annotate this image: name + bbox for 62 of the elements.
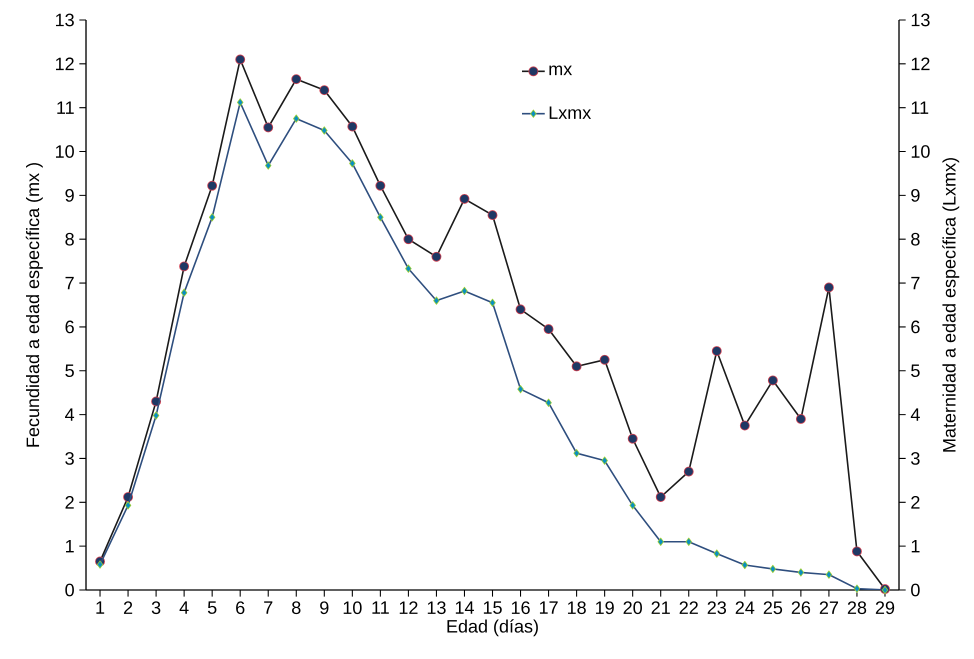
x-tick-label: 17 — [540, 601, 558, 614]
y-tick-label: 7 — [66, 276, 74, 290]
y-tick-label: 12 — [56, 58, 74, 70]
y2-tick-label: 5 — [911, 364, 920, 378]
x-tick-label: 12 — [400, 601, 418, 614]
y-tick-label: 6 — [66, 320, 74, 334]
x-tick-label: 20 — [624, 601, 642, 614]
x-tick-label: 27 — [820, 601, 838, 614]
x-tick-label: 26 — [792, 601, 810, 614]
y-tick-label: 13 — [56, 14, 74, 26]
y-tick-label: 0 — [65, 584, 74, 596]
y-tick-label: 11 — [57, 101, 74, 114]
y2-tick-label: 6 — [911, 320, 920, 334]
x-tick-label: 19 — [596, 601, 614, 614]
y-axis-title: Fecundidad a edad específica (mx ) — [26, 163, 43, 447]
y2-tick-label: 12 — [912, 58, 930, 70]
y-tick-label: 9 — [65, 189, 74, 202]
x-tick-label: 16 — [512, 601, 530, 614]
y-tick-label: 3 — [65, 452, 74, 465]
x-tick-label: 3 — [152, 601, 160, 614]
x-tick-label: 8 — [292, 601, 300, 614]
y-tick-label: 1 — [66, 540, 74, 552]
y2-tick-label: 7 — [911, 276, 920, 290]
y2-tick-label: 10 — [912, 145, 930, 158]
x-tick-label: 6 — [236, 601, 244, 614]
x-tick-label: 9 — [320, 601, 328, 614]
x-tick-label: 13 — [428, 601, 446, 614]
y-tick-label: 10 — [56, 145, 74, 158]
y2-tick-label: 2 — [911, 496, 920, 509]
x-tick-label: 21 — [652, 601, 670, 614]
legend-label: Lxmx — [550, 106, 592, 119]
y2-axis-title: Maternidad a edad específica (Lxmx) — [942, 158, 960, 452]
x-tick-label: 7 — [264, 601, 272, 614]
x-axis-title: Edad (días) — [447, 619, 538, 636]
x-tick-label: 29 — [876, 601, 894, 614]
x-tick-label: 18 — [568, 601, 586, 614]
legend-label: mx — [549, 65, 572, 76]
x-tick-label: 24 — [736, 601, 754, 614]
x-tick-label: 11 — [372, 601, 389, 614]
y-tick-label: 8 — [65, 232, 74, 246]
y2-tick-label: 13 — [912, 14, 930, 26]
x-tick-label: 28 — [848, 601, 866, 614]
y2-tick-label: 8 — [911, 232, 920, 246]
x-tick-label: 1 — [96, 601, 104, 614]
y2-tick-label: 11 — [912, 101, 928, 114]
x-tick-label: 23 — [708, 601, 726, 614]
y-tick-label: 2 — [66, 496, 74, 509]
x-tick-label: 15 — [484, 601, 502, 614]
x-tick-label: 2 — [124, 601, 132, 614]
y-tick-label: 4 — [65, 408, 74, 421]
x-tick-label: 14 — [456, 601, 474, 614]
y2-tick-label: 9 — [911, 189, 920, 202]
x-tick-label: 5 — [208, 601, 216, 614]
y2-tick-label: 1 — [912, 540, 920, 552]
x-tick-label: 25 — [764, 601, 782, 614]
x-tick-label: 22 — [680, 601, 698, 614]
x-tick-label: 10 — [344, 601, 362, 614]
y-tick-label: 5 — [65, 364, 74, 378]
y2-tick-label: 0 — [911, 584, 920, 596]
x-tick-label: 4 — [180, 601, 189, 614]
y2-tick-label: 4 — [910, 408, 920, 421]
y2-tick-label: 3 — [911, 452, 920, 465]
